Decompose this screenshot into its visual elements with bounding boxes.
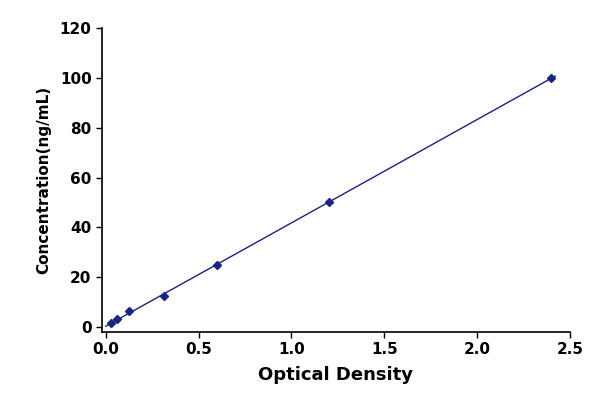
Y-axis label: Concentration(ng/mL): Concentration(ng/mL)	[37, 86, 52, 274]
X-axis label: Optical Density: Optical Density	[259, 366, 413, 384]
